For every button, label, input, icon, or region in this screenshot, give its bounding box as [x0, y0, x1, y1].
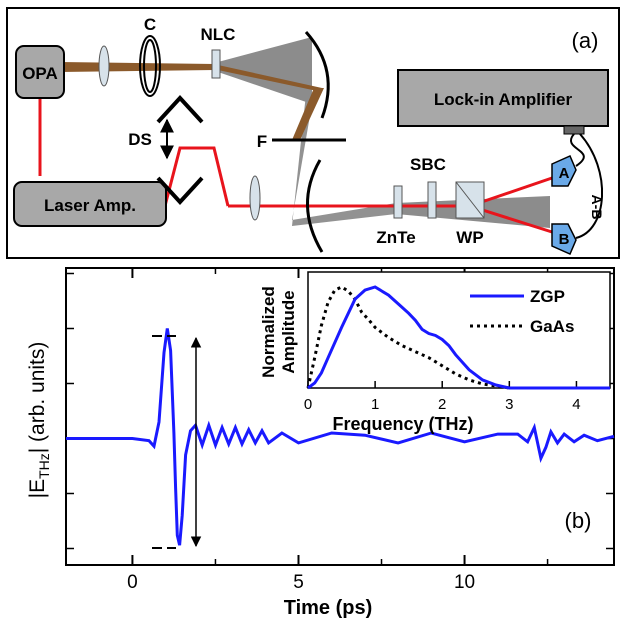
- inset-x-tick-label: 1: [371, 396, 379, 413]
- delay-mirror-top: [156, 95, 204, 124]
- waveform-line: [66, 328, 615, 546]
- opa-box: [15, 45, 65, 99]
- ir-beam-residual: [218, 65, 322, 92]
- parabolic-mirror-2: [306, 159, 324, 253]
- detector-a: [551, 155, 577, 187]
- inset-spectrum: 0 1 2 3 4 ZGP GaAs Frequency (THz) Normalize…: [259, 271, 611, 434]
- y-axis-label: |ETHz| (arb. units): [26, 342, 52, 499]
- x-tick-label: 10: [454, 572, 475, 593]
- laser-amp-label: Laser Amp.: [44, 196, 136, 215]
- inset-background: [302, 272, 610, 390]
- legend: ZGP GaAs: [470, 287, 574, 336]
- wp-label: WP: [456, 228, 483, 247]
- delay-stage-label: DS: [128, 130, 152, 149]
- detector-a-label: A: [559, 165, 570, 182]
- detector-b: [551, 223, 577, 255]
- lens-2: [249, 175, 261, 221]
- delay-mirror-bottom: [156, 176, 204, 205]
- panel-b-label: (b): [565, 508, 592, 533]
- thz-beam-diverging: [218, 37, 312, 104]
- inset-x-tick-label: 0: [304, 396, 312, 413]
- sbc-plate: [427, 181, 437, 219]
- lockin-port: [563, 125, 585, 135]
- ir-beam-to-filter: [292, 88, 324, 140]
- cable-a: [570, 133, 585, 167]
- inset-y-axis-label-1: Normalized: [259, 286, 278, 378]
- inset-x-tick-label: 4: [572, 396, 580, 413]
- lockin-label: Lock-in Amplifier: [434, 90, 573, 109]
- lens-1: [98, 45, 110, 87]
- inset-y-axis-label-2: Amplitude: [279, 290, 298, 373]
- panel-a-setup: OPA Laser Amp. Lock-in Amplifier C NLC F…: [6, 7, 620, 259]
- chopper-label: C: [144, 15, 156, 34]
- znte-crystal: [393, 185, 403, 219]
- main-ticks: 0 5 10: [66, 268, 614, 593]
- inset-x-tick-label: 3: [505, 396, 513, 413]
- filter-label: F: [257, 132, 267, 151]
- legend-zgp-label: ZGP: [530, 287, 565, 306]
- lockin-amplifier-box: [397, 69, 609, 127]
- x-tick-label: 0: [127, 572, 138, 593]
- znte-label: ZnTe: [376, 228, 415, 247]
- cable-b: [575, 133, 603, 239]
- detector-b-label: B: [559, 231, 570, 248]
- x-axis-label: Time (ps): [284, 597, 373, 619]
- parabolic-mirror-1: [304, 31, 330, 119]
- sbc-label: SBC: [410, 155, 446, 174]
- chopper-inner: [143, 39, 157, 93]
- legend-gaas-label: GaAs: [530, 317, 574, 336]
- difference-label: A-B: [589, 195, 605, 220]
- nlc-crystal: [211, 49, 221, 79]
- wollaston-diagonal: [455, 181, 485, 219]
- inset-x-axis-label: Frequency (THz): [332, 414, 473, 434]
- inset-x-tick-label: 2: [438, 396, 446, 413]
- nlc-label: NLC: [201, 25, 236, 44]
- x-tick-label: 5: [293, 572, 304, 593]
- panel-a-label: (a): [572, 28, 599, 53]
- laser-amp-box: [13, 181, 167, 227]
- panel-b-chart: 0 5 10 0 1 2 3 4 ZGP GaAs Frequency (THz) Norm…: [26, 267, 615, 619]
- zgp-series-line: [307, 285, 610, 390]
- chopper-outer: [139, 35, 161, 97]
- inset-frame: [307, 271, 611, 389]
- opa-label: OPA: [22, 64, 58, 83]
- plot-frame: [65, 267, 615, 566]
